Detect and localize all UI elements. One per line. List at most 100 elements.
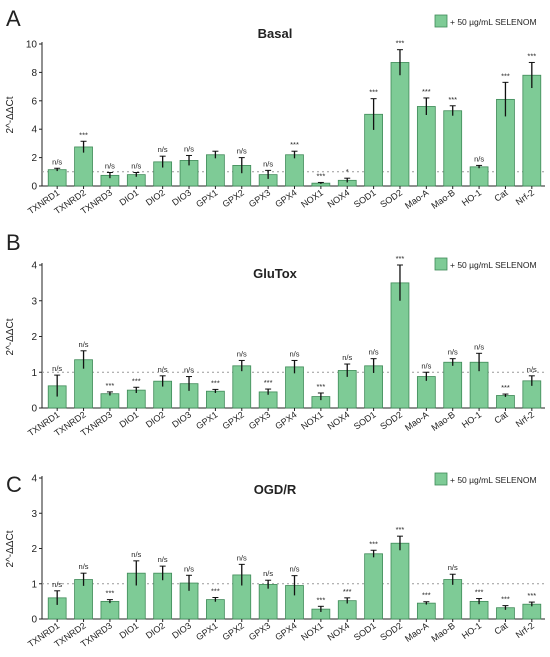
x-tick-label: NOX1 <box>299 620 325 642</box>
x-tick-label: GPX2 <box>221 409 246 431</box>
significance-label: *** <box>211 586 220 595</box>
significance-label: n/s <box>263 569 273 578</box>
bar-txnrd3 <box>100 600 120 620</box>
x-tick-label: GPX1 <box>194 187 219 209</box>
panel-c: C OGD/R+ 50 µg/mL SELENOM2^-ΔΔCt01234n/sT… <box>5 472 545 649</box>
legend-label: + 50 µg/mL SELENOM <box>450 260 537 270</box>
bar-txnrd3 <box>100 393 120 409</box>
significance-label: n/s <box>448 563 458 572</box>
panel-b: B GluTox + 50 µg/mL SELENOM 2^-ΔΔCt 0 1 2 3 4 n/s… <box>5 230 545 438</box>
x-tick-label: Mao-A <box>403 620 430 643</box>
x-tick-label: Mao-B <box>429 620 456 643</box>
x-tick-label: GPX4 <box>273 409 298 431</box>
bar-sod2 <box>390 542 410 620</box>
x-tick-label: SOD2 <box>378 409 404 431</box>
significance-label: n/s <box>289 349 299 358</box>
significance-label: *** <box>369 88 378 97</box>
bar-mao-b <box>443 579 463 620</box>
significance-label: n/s <box>237 147 247 156</box>
legend: + 50 µg/mL SELENOM <box>434 257 537 271</box>
bar-sod2 <box>390 62 410 187</box>
significance-label: *** <box>290 140 299 149</box>
significance-label: *** <box>264 378 273 387</box>
x-tick-label: NOX4 <box>326 187 352 209</box>
x-tick-label: Nrf-2 <box>514 187 536 207</box>
x-tick-label: DIO3 <box>170 620 193 640</box>
panel-label: B <box>6 230 21 255</box>
chart-title: OGD/R <box>254 482 297 497</box>
y-axis-label: 2^-ΔΔCt <box>5 530 16 567</box>
significance-label: n/s <box>474 342 484 351</box>
significance-label: n/s <box>289 565 299 574</box>
y-tick-label: 0 <box>31 404 37 415</box>
y-axis-label: 2^-ΔΔCt <box>5 318 16 355</box>
chart-title: Basal <box>258 26 293 41</box>
legend-swatch <box>434 257 448 271</box>
bar-txnrd1 <box>47 169 67 187</box>
y-axis-label: 2^-ΔΔCt <box>5 96 16 133</box>
significance-label: *** <box>396 39 405 48</box>
y-tick-label: 4 <box>31 474 37 485</box>
significance-label: *** <box>343 587 352 596</box>
x-tick-label: NOX1 <box>299 409 325 431</box>
x-tick-label: SOD1 <box>352 620 378 642</box>
significance-label: *** <box>132 376 141 385</box>
bar-mao-a <box>416 602 436 620</box>
significance-label: n/s <box>237 349 247 358</box>
bar-nrf-2 <box>522 603 542 620</box>
legend-swatch <box>434 14 448 28</box>
significance-label: n/s <box>184 564 194 573</box>
x-tick-label: DIO1 <box>117 409 140 429</box>
x-tick-label: GPX2 <box>221 620 246 642</box>
bar-mao-a <box>416 376 436 409</box>
x-tick-label: Cat <box>492 620 510 637</box>
x-tick-label: NOX4 <box>326 409 352 431</box>
significance-label: n/s <box>342 353 352 362</box>
significance-label: n/s <box>448 348 458 357</box>
x-tick-label: SOD1 <box>352 409 378 431</box>
significance-label: n/s <box>131 162 141 171</box>
significance-label: *** <box>396 525 405 534</box>
x-tick-label: GPX3 <box>247 187 272 209</box>
panel-label: A <box>6 6 21 31</box>
y-tick-label: 2 <box>31 544 37 555</box>
x-tick-label: Mao-B <box>429 409 456 432</box>
significance-label: *** <box>501 71 510 80</box>
panel-a: A Basal + 50 µg/mL SELENOM 2^-ΔΔCt 0 2 4 6 8 10 n/… <box>5 6 545 216</box>
y-tick-label: 3 <box>31 296 37 307</box>
significance-label: n/s <box>158 365 168 374</box>
y-tick-label: 4 <box>31 261 37 272</box>
x-tick-label: DIO1 <box>117 620 140 640</box>
x-tick-label: DIO2 <box>144 620 167 640</box>
y-tick-label: 4 <box>31 125 37 136</box>
y-tick-label: 1 <box>31 368 37 379</box>
bar-mao-b <box>443 361 463 409</box>
significance-label: n/s <box>158 555 168 564</box>
bar-gpx3 <box>258 584 278 620</box>
bar-gpx1 <box>206 154 225 187</box>
x-tick-label: GPX4 <box>273 187 298 209</box>
legend: + 50 µg/mL SELENOM <box>434 14 537 28</box>
x-tick-label: HO-1 <box>460 409 483 430</box>
x-tick-label: SOD2 <box>378 620 404 642</box>
significance-label: n/s <box>131 550 141 559</box>
bar-ho-1 <box>469 166 489 187</box>
significance-label: n/s <box>474 154 484 163</box>
x-tick-label: Mao-B <box>429 187 456 210</box>
bar-gpx1 <box>206 390 225 409</box>
bar-nrf-2 <box>522 74 542 187</box>
significance-label: *** <box>316 171 325 180</box>
y-tick-label: 6 <box>31 96 37 107</box>
legend-label: + 50 µg/mL SELENOM <box>450 475 537 485</box>
panel-label: C <box>6 472 22 497</box>
x-tick-label: DIO2 <box>144 409 167 429</box>
bar-gpx2 <box>232 365 252 409</box>
bar-gpx1 <box>206 599 225 620</box>
bar-mao-a <box>416 106 436 187</box>
y-tick-label: 0 <box>31 182 37 193</box>
x-tick-label: Nrf-2 <box>514 409 536 429</box>
significance-label: n/s <box>52 364 62 373</box>
legend-swatch <box>434 472 448 486</box>
x-tick-label: GPX4 <box>273 620 298 642</box>
significance-label: *** <box>422 591 431 600</box>
